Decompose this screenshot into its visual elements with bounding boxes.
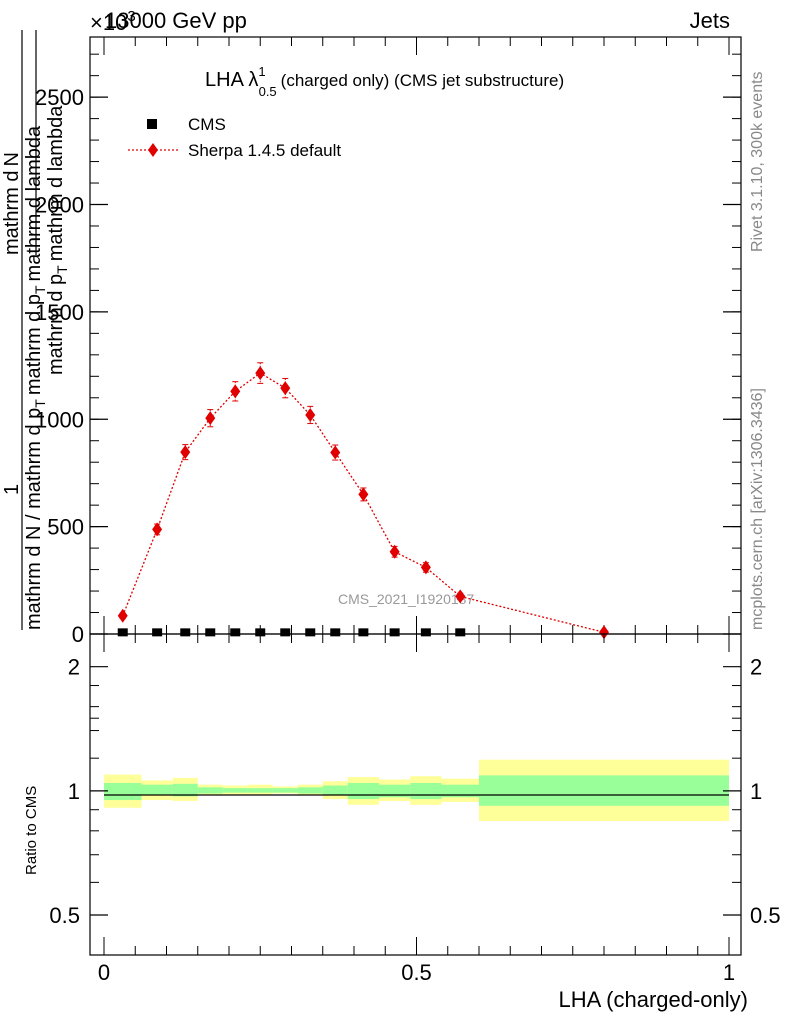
ratio-y-tick-label: 1 — [68, 779, 80, 804]
cms-point — [389, 628, 400, 637]
sherpa-point — [255, 366, 266, 381]
ratio-inner-band-bin — [141, 784, 173, 796]
sherpa-point — [455, 589, 466, 604]
ratio-inner-band-bin — [297, 787, 323, 794]
ratio-inner-band-bin — [322, 785, 348, 796]
cms-point — [330, 628, 341, 637]
legend: CMS Sherpa 1.4.5 default — [128, 115, 341, 160]
ratio-y-tick-label-right: 2 — [750, 655, 762, 680]
sherpa-series-line — [122, 372, 605, 633]
sherpa-point — [305, 407, 316, 422]
cms-point — [230, 628, 241, 637]
ratio-inner-band-bin — [441, 784, 479, 798]
cms-point — [280, 628, 291, 637]
sherpa-point — [230, 384, 241, 399]
rivet-version-label: Rivet 3.1.10, 300k events — [749, 71, 766, 252]
ratio-inner-band-bin — [272, 788, 298, 793]
legend-cms-marker — [147, 119, 157, 129]
cms-point — [205, 628, 216, 637]
ratio-y-axis-label: Ratio to CMS — [23, 786, 40, 875]
cms-point — [180, 628, 191, 637]
main-x-ticks — [103, 37, 730, 634]
process-label: Jets — [690, 8, 730, 33]
x-tick-label: 0.5 — [401, 960, 432, 985]
energy-label: 13000 GeV pp — [105, 8, 247, 33]
ratio-plot-frame — [89, 633, 742, 956]
ratio-inner-band-bin — [410, 782, 442, 800]
ratio-inner-band-bin — [247, 788, 273, 793]
ratio-inner-band-bin — [197, 787, 223, 794]
ratio-inner-band-bin — [347, 782, 379, 800]
sherpa-point — [205, 411, 216, 426]
main-y-tick-label: 1000 — [35, 407, 84, 432]
ratio-inner-band-bin — [104, 782, 142, 801]
ratio-y-tick-label-right: 0.5 — [750, 903, 781, 928]
ratio-y-tick-label-right: 1 — [750, 779, 762, 804]
ratio-inner-band-bin — [222, 788, 248, 793]
main-y-tick-label: 1500 — [35, 300, 84, 325]
cms-point — [255, 628, 266, 637]
legend-sherpa-marker — [148, 143, 158, 157]
sherpa-series-points — [117, 362, 609, 640]
cms-point — [455, 628, 466, 637]
cms-point — [117, 628, 128, 637]
ylabel-numerator-one: 1 — [1, 484, 23, 495]
sherpa-point — [152, 522, 163, 537]
ratio-y-tick-label: 2 — [68, 655, 80, 680]
x-tick-label: 1 — [723, 960, 735, 985]
sherpa-point — [599, 625, 609, 640]
ylabel-denominator: mathrm d N / mathrm d pTmathrm d pTmathr… — [23, 125, 48, 630]
main-y-tick-label: 2000 — [35, 193, 84, 218]
ratio-inner-band-bin — [379, 784, 411, 798]
legend-sherpa-label: Sherpa 1.4.5 default — [188, 141, 341, 160]
cms-point — [152, 628, 163, 637]
ylabel-inner-denominator: mathrm d pTmathrm d lambda — [45, 105, 70, 375]
sherpa-point — [180, 445, 191, 460]
ylabel-numerator-dn: mathrm dN — [1, 152, 23, 255]
exponent-label: ×103 — [90, 8, 136, 35]
main-y-tick-label: 2500 — [35, 85, 84, 110]
cms-point — [420, 628, 431, 637]
sherpa-point — [117, 608, 128, 623]
analysis-watermark: CMS_2021_I1920187 — [338, 591, 474, 607]
main-y-tick-label: 500 — [47, 515, 84, 540]
mcplots-site-label: mcplots.cern.ch [arXiv:1306.3436] — [749, 388, 766, 630]
ratio-inner-band-bin — [172, 783, 198, 797]
main-plot-title: LHA λ1 0.5(charged only) (CMS jet substru… — [205, 64, 564, 99]
sherpa-point — [420, 560, 431, 575]
sherpa-point — [330, 445, 341, 460]
x-tick-label: 0 — [98, 960, 110, 985]
sherpa-point — [280, 381, 291, 396]
ratio-x-ticks: 0 0.5 1 — [98, 634, 735, 985]
ratio-y-ticks: 0.5 0.5 1 1 2 2 — [49, 655, 780, 928]
main-y-ticks: 0 500 1000 1500 2000 2500 — [35, 53, 741, 647]
cms-series-points — [117, 628, 466, 637]
sherpa-point — [389, 544, 400, 559]
ratio-bands — [104, 759, 729, 822]
ratio-y-tick-label: 0.5 — [49, 903, 80, 928]
sherpa-point — [358, 487, 369, 502]
x-axis-label: LHA (charged-only) — [558, 987, 748, 1012]
ratio-inner-band-bin — [479, 775, 729, 806]
main-y-tick-label: 0 — [72, 622, 84, 647]
cms-point — [305, 628, 316, 637]
legend-cms-label: CMS — [188, 115, 226, 134]
sherpa-line — [122, 372, 605, 633]
main-y-axis-label: mathrm d N / mathrm d pTmathrm d pTmathr… — [1, 30, 70, 630]
cms-point — [358, 628, 369, 637]
